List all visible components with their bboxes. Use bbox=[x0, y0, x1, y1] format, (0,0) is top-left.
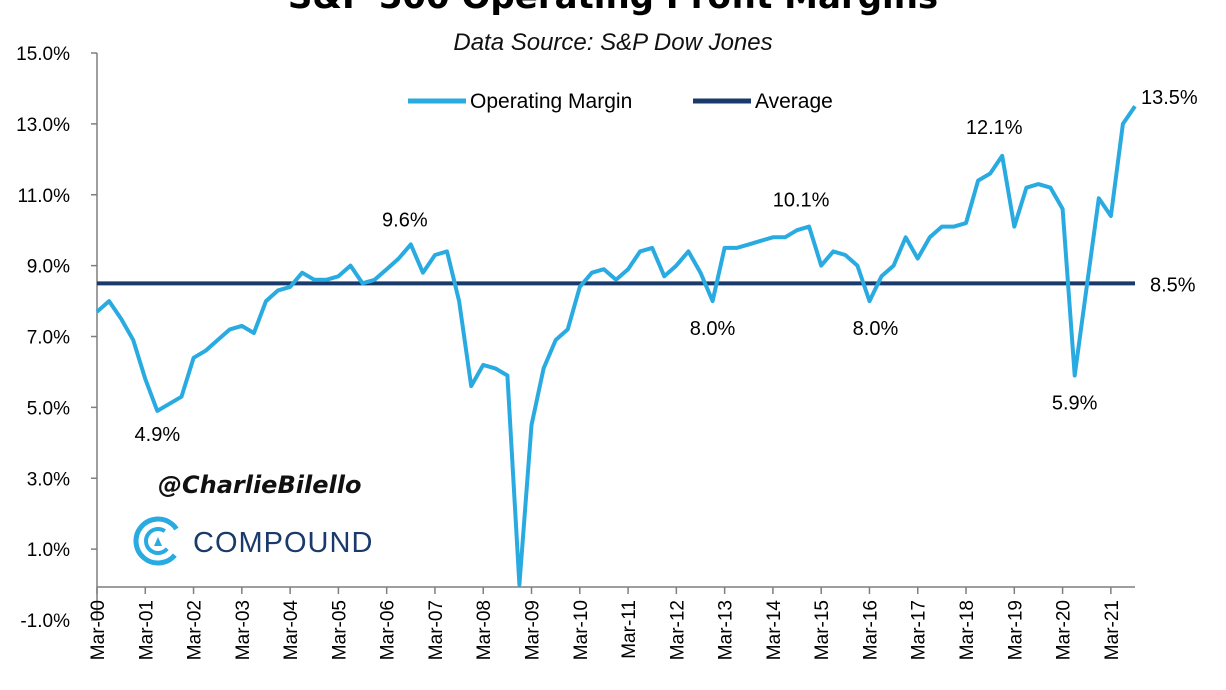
x-tick-label: Mar-17 bbox=[909, 600, 930, 660]
data-label: 10.1% bbox=[773, 190, 830, 212]
x-tick-label: Mar-16 bbox=[860, 600, 881, 660]
x-tick-label: Mar-06 bbox=[378, 600, 399, 660]
data-label: 8.0% bbox=[690, 318, 736, 340]
series-group bbox=[95, 105, 1137, 587]
legend-label-operating-margin: Operating Margin bbox=[470, 90, 632, 113]
y-axis-ticks: 15.0% 13.0% 11.0% 9.0% 7.0% 5.0% 3.0% 1.0% -1.0% bbox=[16, 44, 97, 632]
watermark-handle: @CharlieBilello bbox=[158, 471, 361, 499]
data-label: 8.0% bbox=[853, 318, 899, 340]
x-tick-label: Mar-00 bbox=[88, 600, 109, 660]
x-tick-label: Mar-19 bbox=[1005, 600, 1026, 660]
y-tick-label: 9.0% bbox=[27, 257, 70, 278]
x-tick-label: Mar-01 bbox=[136, 600, 157, 660]
data-label: 4.9% bbox=[135, 424, 181, 446]
data-label: 13.5% bbox=[1141, 87, 1198, 109]
data-labels: 4.9% 9.6% 8.0% 10.1% 8.0% 12.1% 5.9% 13.5% 8.5% bbox=[135, 87, 1198, 446]
x-tick-label: Mar-18 bbox=[957, 600, 978, 660]
data-label: 9.6% bbox=[382, 209, 428, 231]
x-tick-label: Mar-07 bbox=[426, 600, 447, 660]
chart-title: S&P 500 Operating Profit Margins bbox=[288, 0, 938, 17]
y-tick-label: 15.0% bbox=[16, 44, 70, 65]
x-tick-label: Mar-15 bbox=[812, 600, 833, 660]
x-tick-label: Mar-21 bbox=[1102, 600, 1123, 660]
series-line-operating-margin bbox=[95, 105, 1137, 587]
x-tick-label: Mar-02 bbox=[185, 600, 206, 660]
legend-label-average: Average bbox=[755, 90, 833, 113]
x-tick-label: Mar-08 bbox=[474, 600, 495, 660]
legend: Operating Margin Average bbox=[408, 90, 833, 113]
chart-subtitle: Data Source: S&P Dow Jones bbox=[453, 29, 772, 56]
data-label: 12.1% bbox=[966, 117, 1023, 139]
y-tick-label: -1.0% bbox=[20, 611, 70, 632]
x-tick-label: Mar-03 bbox=[233, 600, 254, 660]
y-tick-label: 11.0% bbox=[18, 186, 71, 207]
x-tick-label: Mar-12 bbox=[667, 600, 688, 660]
x-axis-ticks: Mar-00 Mar-01 Mar-02 Mar-03 Mar-04 Mar-05 Mar-… bbox=[88, 587, 1123, 660]
data-label: 8.5% bbox=[1150, 274, 1196, 296]
x-tick-label: Mar-09 bbox=[523, 600, 544, 660]
x-tick-label: Mar-20 bbox=[1054, 600, 1075, 660]
data-label: 5.9% bbox=[1052, 392, 1098, 414]
y-tick-label: 1.0% bbox=[27, 540, 70, 561]
x-tick-label: Mar-14 bbox=[764, 600, 785, 661]
y-tick-label: 5.0% bbox=[27, 398, 70, 419]
y-tick-label: 7.0% bbox=[27, 328, 70, 349]
watermark-brand: COMPOUND bbox=[193, 527, 373, 559]
compound-logo-icon bbox=[133, 516, 183, 566]
x-tick-label: Mar-05 bbox=[329, 600, 350, 660]
watermark: @CharlieBilello COMPOUND bbox=[133, 471, 373, 566]
x-tick-label: Mar-10 bbox=[571, 600, 592, 660]
y-tick-label: 3.0% bbox=[27, 469, 70, 490]
y-tick-label: 13.0% bbox=[16, 115, 70, 136]
x-tick-label: Mar-13 bbox=[716, 600, 737, 660]
x-tick-label: Mar-04 bbox=[281, 600, 302, 661]
x-tick-label: Mar-11 bbox=[619, 600, 640, 659]
